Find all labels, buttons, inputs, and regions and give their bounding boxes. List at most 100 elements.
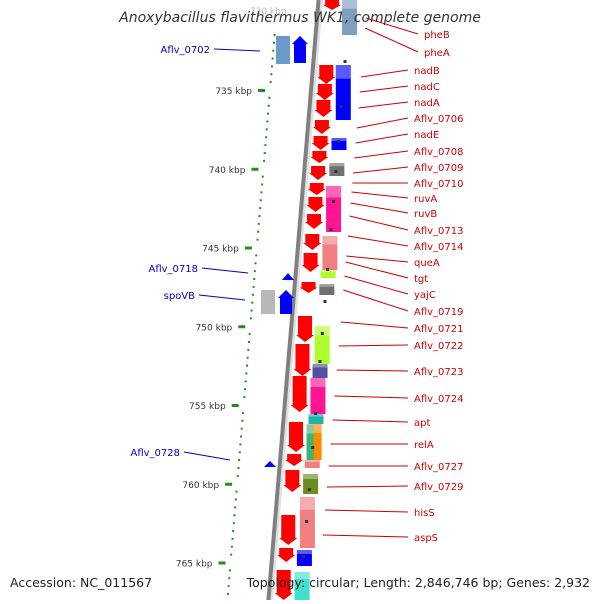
gene-leader-line <box>365 17 419 35</box>
ruler-dot <box>244 380 247 383</box>
gene-label-Aflv_0729: Aflv_0729 <box>414 482 464 493</box>
gene-marker <box>329 228 333 231</box>
gene-leader-line <box>326 485 409 488</box>
gene-marker <box>311 446 315 449</box>
gene-leader-line <box>346 255 409 263</box>
gene-category-box <box>319 284 335 295</box>
ruler-dot <box>243 396 246 399</box>
ruler-dot <box>228 569 231 572</box>
ruler-dot <box>244 388 247 391</box>
gene-leader-line <box>340 321 409 329</box>
gene-arrow-forward <box>287 422 306 452</box>
ruler-dot <box>239 443 242 446</box>
gene-leader-line <box>349 215 409 231</box>
gene-category-box <box>261 290 275 314</box>
gene-arrow-forward <box>307 183 326 195</box>
ruler-label: 740 kbp <box>209 166 246 176</box>
ruler-major-tick <box>225 482 233 486</box>
gene-leader-line <box>354 150 409 159</box>
gene-category-box <box>322 236 338 270</box>
gene-label-Aflv_0710: Aflv_0710 <box>414 179 464 190</box>
gene-arrow-forward <box>301 253 320 272</box>
gene-leader-line <box>332 419 409 423</box>
gene-label-spoVB: spoVB <box>164 291 196 302</box>
ruler-dot <box>267 104 270 107</box>
gene-arrow-forward <box>290 376 309 412</box>
gene-label-Aflv_0713: Aflv_0713 <box>414 226 464 237</box>
gene-leader-line <box>336 369 409 372</box>
gene-arrow-forward <box>299 282 318 293</box>
ruler-dot <box>245 364 248 367</box>
ruler-dot <box>247 341 250 343</box>
gene-marker <box>339 105 343 108</box>
ruler-dot <box>240 435 243 438</box>
ruler-dot <box>257 230 260 233</box>
ruler-dot <box>268 96 271 99</box>
gene-arrow-forward <box>310 151 329 163</box>
ruler-label-partial: 730 kbp <box>250 7 287 17</box>
ruler-dot <box>247 348 250 351</box>
ruler-dot <box>228 577 231 580</box>
gene-box-highlight <box>296 550 312 554</box>
gene-leader-line <box>183 451 231 461</box>
ruler-dot <box>251 293 254 296</box>
gene-arrow-reverse <box>292 36 308 63</box>
ruler-dot <box>248 333 251 336</box>
ruler-label: 735 kbp <box>215 87 252 97</box>
ruler-dot <box>230 545 233 548</box>
gene-label-Aflv_0709: Aflv_0709 <box>414 163 464 174</box>
gene-arrow-forward <box>309 166 328 180</box>
ruler-dot <box>265 136 268 139</box>
ruler-label: 765 kbp <box>176 560 213 570</box>
gene-label-nadB: nadB <box>414 66 440 77</box>
gene-marker <box>307 488 311 491</box>
ruler-dot <box>258 215 261 217</box>
gene-category-box <box>294 572 310 600</box>
genome-summary: Topology: circular; Length: 2,846,746 bp… <box>246 575 590 590</box>
gene-label-nadE: nadE <box>414 130 439 141</box>
ruler-dot <box>232 530 235 532</box>
gene-marker <box>331 200 335 203</box>
gene-leader-line <box>324 509 409 513</box>
gene-label-hisS: hisS <box>414 508 435 519</box>
backbone-line <box>266 0 321 601</box>
ruler-dot <box>246 356 249 359</box>
ruler-dot <box>234 506 237 509</box>
gene-leader-line <box>351 191 409 199</box>
gene-label-relA: relA <box>414 440 434 451</box>
ruler-label: 760 kbp <box>182 481 219 491</box>
gene-label-nadC: nadC <box>414 82 440 93</box>
gene-category-box <box>310 378 326 414</box>
gene-category-box <box>335 65 351 120</box>
gene-arrow-forward <box>293 344 312 376</box>
gene-arrow-reverse-small <box>264 461 276 467</box>
ruler-dot <box>231 537 234 540</box>
gene-arrow-forward <box>274 570 293 600</box>
gene-box-highlight <box>306 424 322 433</box>
gene-arrow-reverse-small <box>282 273 294 280</box>
ruler-dot <box>270 65 273 68</box>
ruler-label: 750 kbp <box>196 323 233 333</box>
ruler-dot <box>260 191 263 194</box>
gene-label-pheB: pheB <box>424 30 450 41</box>
gene-leader-line <box>364 27 419 53</box>
gene-label-Aflv_0714: Aflv_0714 <box>414 242 464 253</box>
ruler-dot <box>259 207 262 210</box>
gene-label-nadA: nadA <box>414 98 440 109</box>
ruler-dot <box>255 254 258 257</box>
gene-label-Aflv_0722: Aflv_0722 <box>414 341 464 352</box>
gene-leader-line <box>338 344 409 347</box>
gene-arrow-forward <box>285 454 304 466</box>
gene-category-box <box>304 460 320 468</box>
ruler-dot <box>233 514 236 517</box>
gene-arrow-forward <box>283 470 302 492</box>
ruler-dot <box>232 522 235 525</box>
gene-category-box <box>329 163 345 176</box>
gene-arrow-forward <box>306 197 325 212</box>
gene-box-highlight <box>342 0 358 9</box>
ruler-major-tick <box>251 167 259 171</box>
gene-leader-line <box>350 202 409 214</box>
gene-box-highlight <box>312 364 328 368</box>
ruler-dot <box>230 553 233 556</box>
